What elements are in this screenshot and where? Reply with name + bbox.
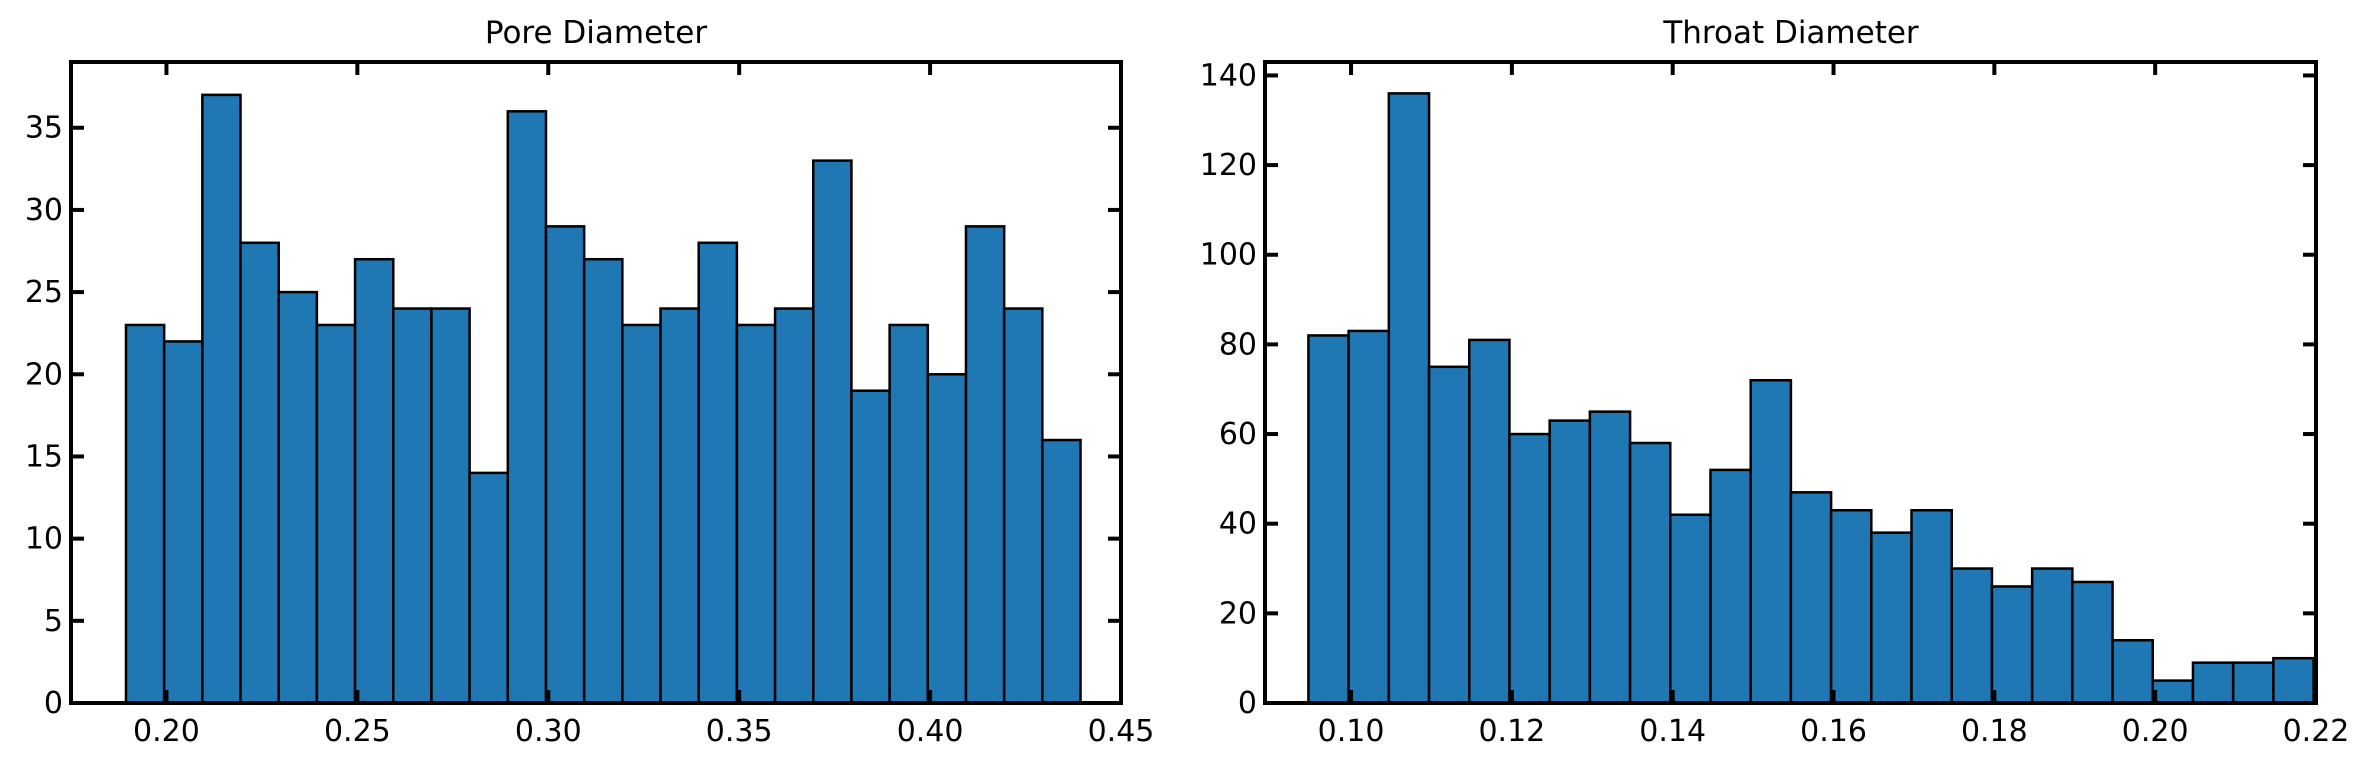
y-axis-ticks: 0 5 10 15 20 25 30 35: [25, 111, 1121, 721]
histogram-bar: [1548, 419, 1592, 705]
x-tick-label: 0.14: [1639, 714, 1706, 749]
histogram-bar: [888, 323, 930, 705]
histogram-bar: [1950, 567, 1994, 705]
x-tick-label: 0.20: [2122, 714, 2189, 749]
y-tick-label: 10: [25, 522, 63, 557]
histogram-bar: [812, 159, 853, 705]
y-tick-label: 0: [44, 686, 63, 721]
y-tick-label: 100: [1200, 238, 1257, 273]
histogram-bar: [2111, 638, 2155, 705]
histogram-bar: [353, 257, 395, 705]
histogram-bar: [392, 307, 433, 705]
y-tick-label: 30: [25, 193, 63, 228]
y-tick-label: 5: [44, 604, 63, 639]
histogram-bar: [2191, 661, 2235, 705]
histogram-bar: [506, 110, 548, 705]
x-tick-label: 0.18: [1961, 714, 2028, 749]
histogram-bar: [1427, 365, 1471, 705]
histogram-bar: [1588, 410, 1632, 705]
histogram-bar: [430, 307, 471, 705]
bars-group: [1307, 92, 2315, 705]
histogram-bar: [582, 257, 624, 705]
histogram-bar: [773, 307, 815, 705]
histogram-bar: [2071, 580, 2114, 705]
y-tick-label: 20: [25, 357, 63, 392]
plot-frame: [69, 60, 1123, 705]
histogram-bar: [162, 340, 204, 705]
histogram-bar: [1669, 513, 1712, 705]
y-tick-label: 40: [1219, 507, 1257, 542]
histogram-bar: [239, 241, 280, 705]
y-tick-label: 25: [25, 275, 63, 310]
histogram-bar: [1307, 334, 1350, 705]
x-tick-label: 0.10: [1318, 714, 1385, 749]
histogram-bar: [1508, 432, 1551, 705]
x-tick-label: 0.12: [1478, 714, 1545, 749]
histogram-bar: [124, 323, 166, 705]
histogram-bar: [1709, 468, 1752, 705]
x-tick-label: 0.20: [133, 714, 200, 749]
histogram-bar: [2231, 661, 2275, 705]
histogram-bar: [1387, 92, 1431, 705]
x-tick-label: 0.16: [1800, 714, 1867, 749]
histogram-bar: [1990, 585, 2034, 705]
x-tick-label: 0.25: [324, 714, 391, 749]
histogram-bar: [2030, 567, 2074, 705]
y-tick-label: 80: [1219, 327, 1257, 362]
histogram-bar: [1347, 329, 1391, 705]
chart-title: Pore Diameter: [485, 15, 708, 51]
x-axis-ticks: 0.20 0.25 0.30 0.35 0.40 0.45: [133, 62, 1154, 749]
histogram-bar: [315, 323, 357, 705]
chart-title: Throat Diameter: [1662, 15, 1919, 51]
histogram-bar: [1789, 491, 1833, 705]
plot-frame: [1263, 60, 2318, 705]
histogram-bar: [1628, 441, 1672, 705]
histogram-bar: [1749, 379, 1793, 705]
x-tick-label: 0.22: [2283, 714, 2350, 749]
y-tick-label: 120: [1200, 148, 1257, 183]
pore-diameter-panel: Pore Diameter 0 5 10 15 20 25 30 35 0.20 0.25 0.3…: [25, 15, 1155, 749]
histogram-bar: [926, 373, 968, 705]
y-tick-label: 60: [1219, 417, 1257, 452]
histogram-bar: [1041, 438, 1082, 705]
bars-group: [124, 93, 1082, 705]
histogram-bar: [621, 323, 662, 705]
y-tick-label: 140: [1200, 58, 1257, 93]
histogram-bar: [1910, 509, 1953, 705]
histogram-bar: [1829, 509, 1873, 705]
x-tick-label: 0.35: [706, 714, 773, 749]
y-tick-label: 0: [1238, 686, 1257, 721]
y-tick-label: 35: [25, 111, 63, 146]
y-axis-ticks: 0 20 40 60 80 100 120 140: [1200, 58, 2316, 721]
x-tick-label: 0.40: [897, 714, 964, 749]
y-tick-label: 20: [1219, 596, 1257, 631]
histogram-bar: [964, 225, 1006, 705]
histogram-bar: [1467, 338, 1511, 705]
histogram-bar: [544, 225, 586, 705]
histogram-bar: [201, 93, 242, 705]
y-tick-label: 15: [25, 439, 63, 474]
histogram-bar: [659, 307, 700, 705]
histogram-bar: [735, 323, 777, 705]
histogram-bar: [2151, 679, 2195, 705]
x-tick-label: 0.45: [1088, 714, 1155, 749]
histogram-bar: [2272, 656, 2315, 705]
histogram-bar: [1002, 307, 1044, 705]
histogram-bar: [468, 471, 510, 705]
histogram-bar: [850, 389, 891, 705]
histogram-bar: [697, 241, 739, 705]
histogram-bar: [277, 290, 319, 705]
x-tick-label: 0.30: [515, 714, 582, 749]
histogram-bar: [1870, 531, 1913, 705]
